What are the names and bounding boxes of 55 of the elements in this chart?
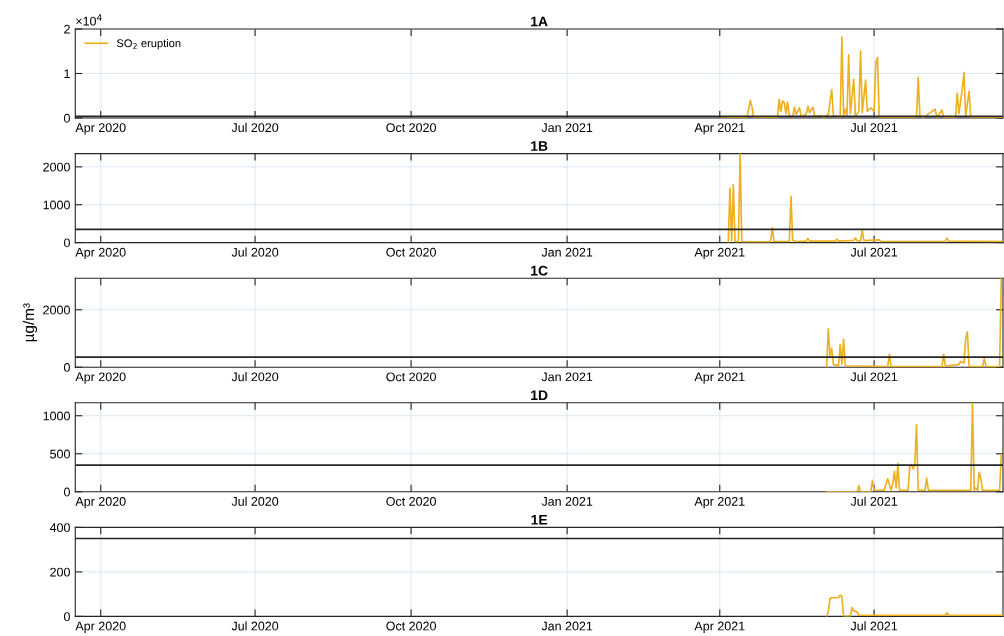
x-tick-label: Jul 2020	[231, 372, 279, 382]
y-tick-label: 0	[63, 612, 70, 622]
legend-label: SO$_{2}$ eruption	[116, 39, 181, 50]
x-tick-label: Jan 2021	[541, 123, 593, 133]
x-tick-label: Oct 2020	[386, 247, 436, 257]
x-tick-label: Jan 2021	[541, 247, 593, 257]
y-tick-label: 200	[50, 567, 70, 577]
y-axis-title: µg/m³	[22, 303, 38, 342]
y-tick-label: 2000	[43, 305, 70, 315]
x-tick-label: Apr 2021	[694, 372, 745, 384]
y-tick-label: 1000	[43, 411, 70, 421]
line-series	[825, 594, 1003, 617]
x-tick-label: Apr 2020	[75, 123, 126, 135]
y-tick-label: 1000	[43, 200, 70, 210]
x-tick-label: Apr 2020	[75, 621, 126, 633]
x-tick-label: Jan 2021	[541, 621, 593, 631]
x-tick-label: Jul 2021	[850, 621, 898, 631]
chart-title: 1C	[531, 265, 548, 276]
y-tick-label: 1	[64, 69, 70, 79]
x-tick-label: Apr 2020	[75, 372, 126, 384]
y-tick-label: 0	[63, 113, 70, 123]
y-tick-label: 0	[63, 487, 70, 497]
y-tick-label: 0	[63, 363, 70, 372]
line-series	[720, 36, 1003, 118]
chart-title: 1A	[531, 16, 548, 27]
y-tick-label: 2	[64, 24, 70, 34]
x-tick-label: Jul 2020	[231, 247, 279, 257]
chart-title: 1B	[531, 141, 548, 151]
chart-title: 1D	[531, 390, 548, 401]
chart-title: 1E	[531, 515, 548, 525]
x-tick-label: Jan 2021	[541, 496, 593, 506]
x-tick-label: Jul 2021	[850, 496, 898, 506]
x-tick-label: Apr 2020	[75, 247, 126, 260]
x-tick-label: Apr 2020	[75, 496, 126, 509]
x-tick-label: Jul 2021	[850, 372, 898, 382]
y-tick-label: 2000	[43, 162, 70, 172]
y-tick-label: 500	[50, 449, 70, 459]
line-series	[727, 153, 1003, 243]
x-tick-label: Apr 2021	[694, 247, 745, 260]
x-tick-label: Apr 2021	[694, 496, 745, 509]
x-tick-label: Jul 2020	[231, 621, 279, 631]
x-tick-label: Oct 2020	[386, 621, 436, 631]
x-tick-label: Apr 2021	[694, 621, 745, 633]
y-tick-label: 400	[49, 523, 70, 533]
x-tick-label: Jul 2020	[231, 496, 279, 506]
x-tick-label: Oct 2020	[386, 372, 436, 382]
x-tick-label: Oct 2020	[386, 496, 436, 506]
x-tick-label: Apr 2021	[694, 123, 745, 135]
x-tick-label: Oct 2020	[386, 123, 436, 133]
x-tick-label: Jan 2021	[541, 372, 593, 382]
y-tick-label: 0	[63, 238, 70, 248]
x-tick-label: Jul 2021	[850, 247, 898, 257]
x-tick-label: Jul 2021	[850, 122, 898, 133]
x-tick-label: Jul 2020	[231, 122, 279, 133]
text: ×10$^{4}$	[76, 14, 102, 26]
